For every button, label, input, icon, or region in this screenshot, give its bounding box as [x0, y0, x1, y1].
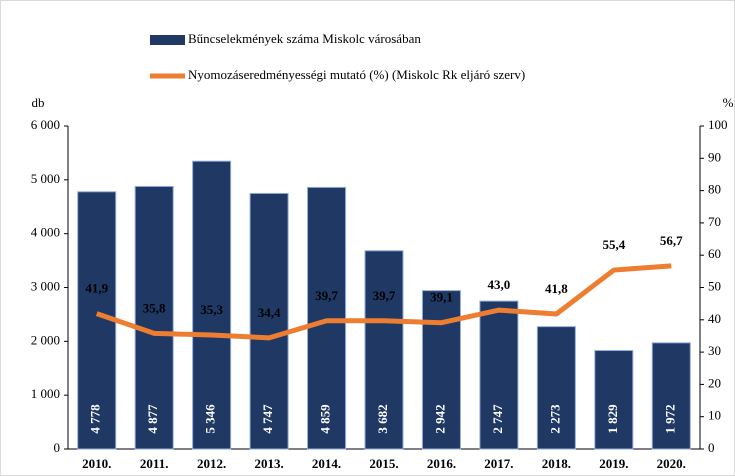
- y2-tick-label: 60: [708, 246, 721, 261]
- x-tick-label: 2018.: [542, 456, 571, 471]
- page: {"chart_data": {"type": "bar", "categori…: [0, 0, 735, 476]
- y-tick-label: 1 000: [31, 386, 60, 401]
- x-tick-label: 2011.: [140, 456, 169, 471]
- line-value-label: 35,8: [143, 300, 166, 315]
- line-value-label: 34,4: [258, 305, 281, 320]
- y2-tick-label: 0: [708, 440, 715, 455]
- y-tick-label: 2 000: [31, 332, 60, 347]
- y2-tick-label: 90: [708, 149, 721, 164]
- y2-tick-label: 20: [708, 375, 721, 390]
- legend-label: Bűncselekmények száma Miskolc városában: [188, 31, 421, 46]
- bar-value-label: 4 877: [145, 404, 160, 434]
- bar-value-label: 4 747: [260, 404, 275, 434]
- line-value-label: 39,1: [430, 290, 453, 305]
- y-tick-label: 6 000: [31, 117, 60, 132]
- x-tick-label: 2016.: [427, 456, 456, 471]
- x-tick-label: 2019.: [599, 456, 628, 471]
- x-tick-label: 2013.: [254, 456, 283, 471]
- y-tick-label: 5 000: [31, 171, 60, 186]
- line-value-label: 56,7: [660, 233, 683, 248]
- bar-value-label: 2 942: [432, 404, 447, 433]
- legend-swatch: [150, 35, 185, 45]
- x-tick-label: 2010.: [82, 456, 111, 471]
- y-tick-label: 0: [54, 440, 61, 455]
- line-value-label: 43,0: [488, 277, 511, 292]
- y2-axis-title: %: [723, 95, 734, 110]
- y2-tick-label: 100: [708, 117, 728, 132]
- bar-value-label: 4 859: [318, 404, 333, 434]
- line-value-label: 41,9: [85, 281, 108, 296]
- bar-value-label: 3 682: [375, 404, 390, 433]
- y2-tick-label: 30: [708, 343, 721, 358]
- line-value-label: 55,4: [602, 237, 625, 252]
- line-value-label: 35,3: [200, 302, 223, 317]
- y2-tick-label: 40: [708, 311, 721, 326]
- bar-value-label: 1 829: [605, 404, 620, 434]
- bar-value-label: 2 747: [490, 404, 505, 434]
- x-tick-label: 2012.: [197, 456, 226, 471]
- line-value-label: 39,7: [315, 288, 338, 303]
- y-tick-label: 3 000: [31, 278, 60, 293]
- y2-tick-label: 80: [708, 182, 721, 197]
- line-value-label: 39,7: [373, 288, 396, 303]
- bar-value-label: 2 273: [547, 404, 562, 434]
- x-tick-label: 2015.: [369, 456, 398, 471]
- chart: db % 0 1 000 2 000 3 000 4 000 5 000 6 000 0 10 2…: [0, 0, 735, 476]
- x-tick-label: 2014.: [312, 456, 341, 471]
- bar-value-label: 1 972: [662, 404, 677, 433]
- x-tick-label: 2017.: [484, 456, 513, 471]
- bar-value-label: 4 778: [88, 404, 103, 434]
- x-tick-label: 2020.: [657, 456, 686, 471]
- line-value-label: 41,8: [545, 281, 568, 296]
- y2-tick-label: 10: [708, 408, 721, 423]
- y2-tick-label: 70: [708, 214, 721, 229]
- y2-tick-label: 50: [708, 278, 721, 293]
- legend-label: Nyomozáseredményességi mutató (%) (Misko…: [188, 67, 525, 82]
- y-tick-label: 4 000: [31, 225, 60, 240]
- y-axis-title: db: [32, 95, 45, 110]
- bar-value-label: 5 346: [203, 404, 218, 434]
